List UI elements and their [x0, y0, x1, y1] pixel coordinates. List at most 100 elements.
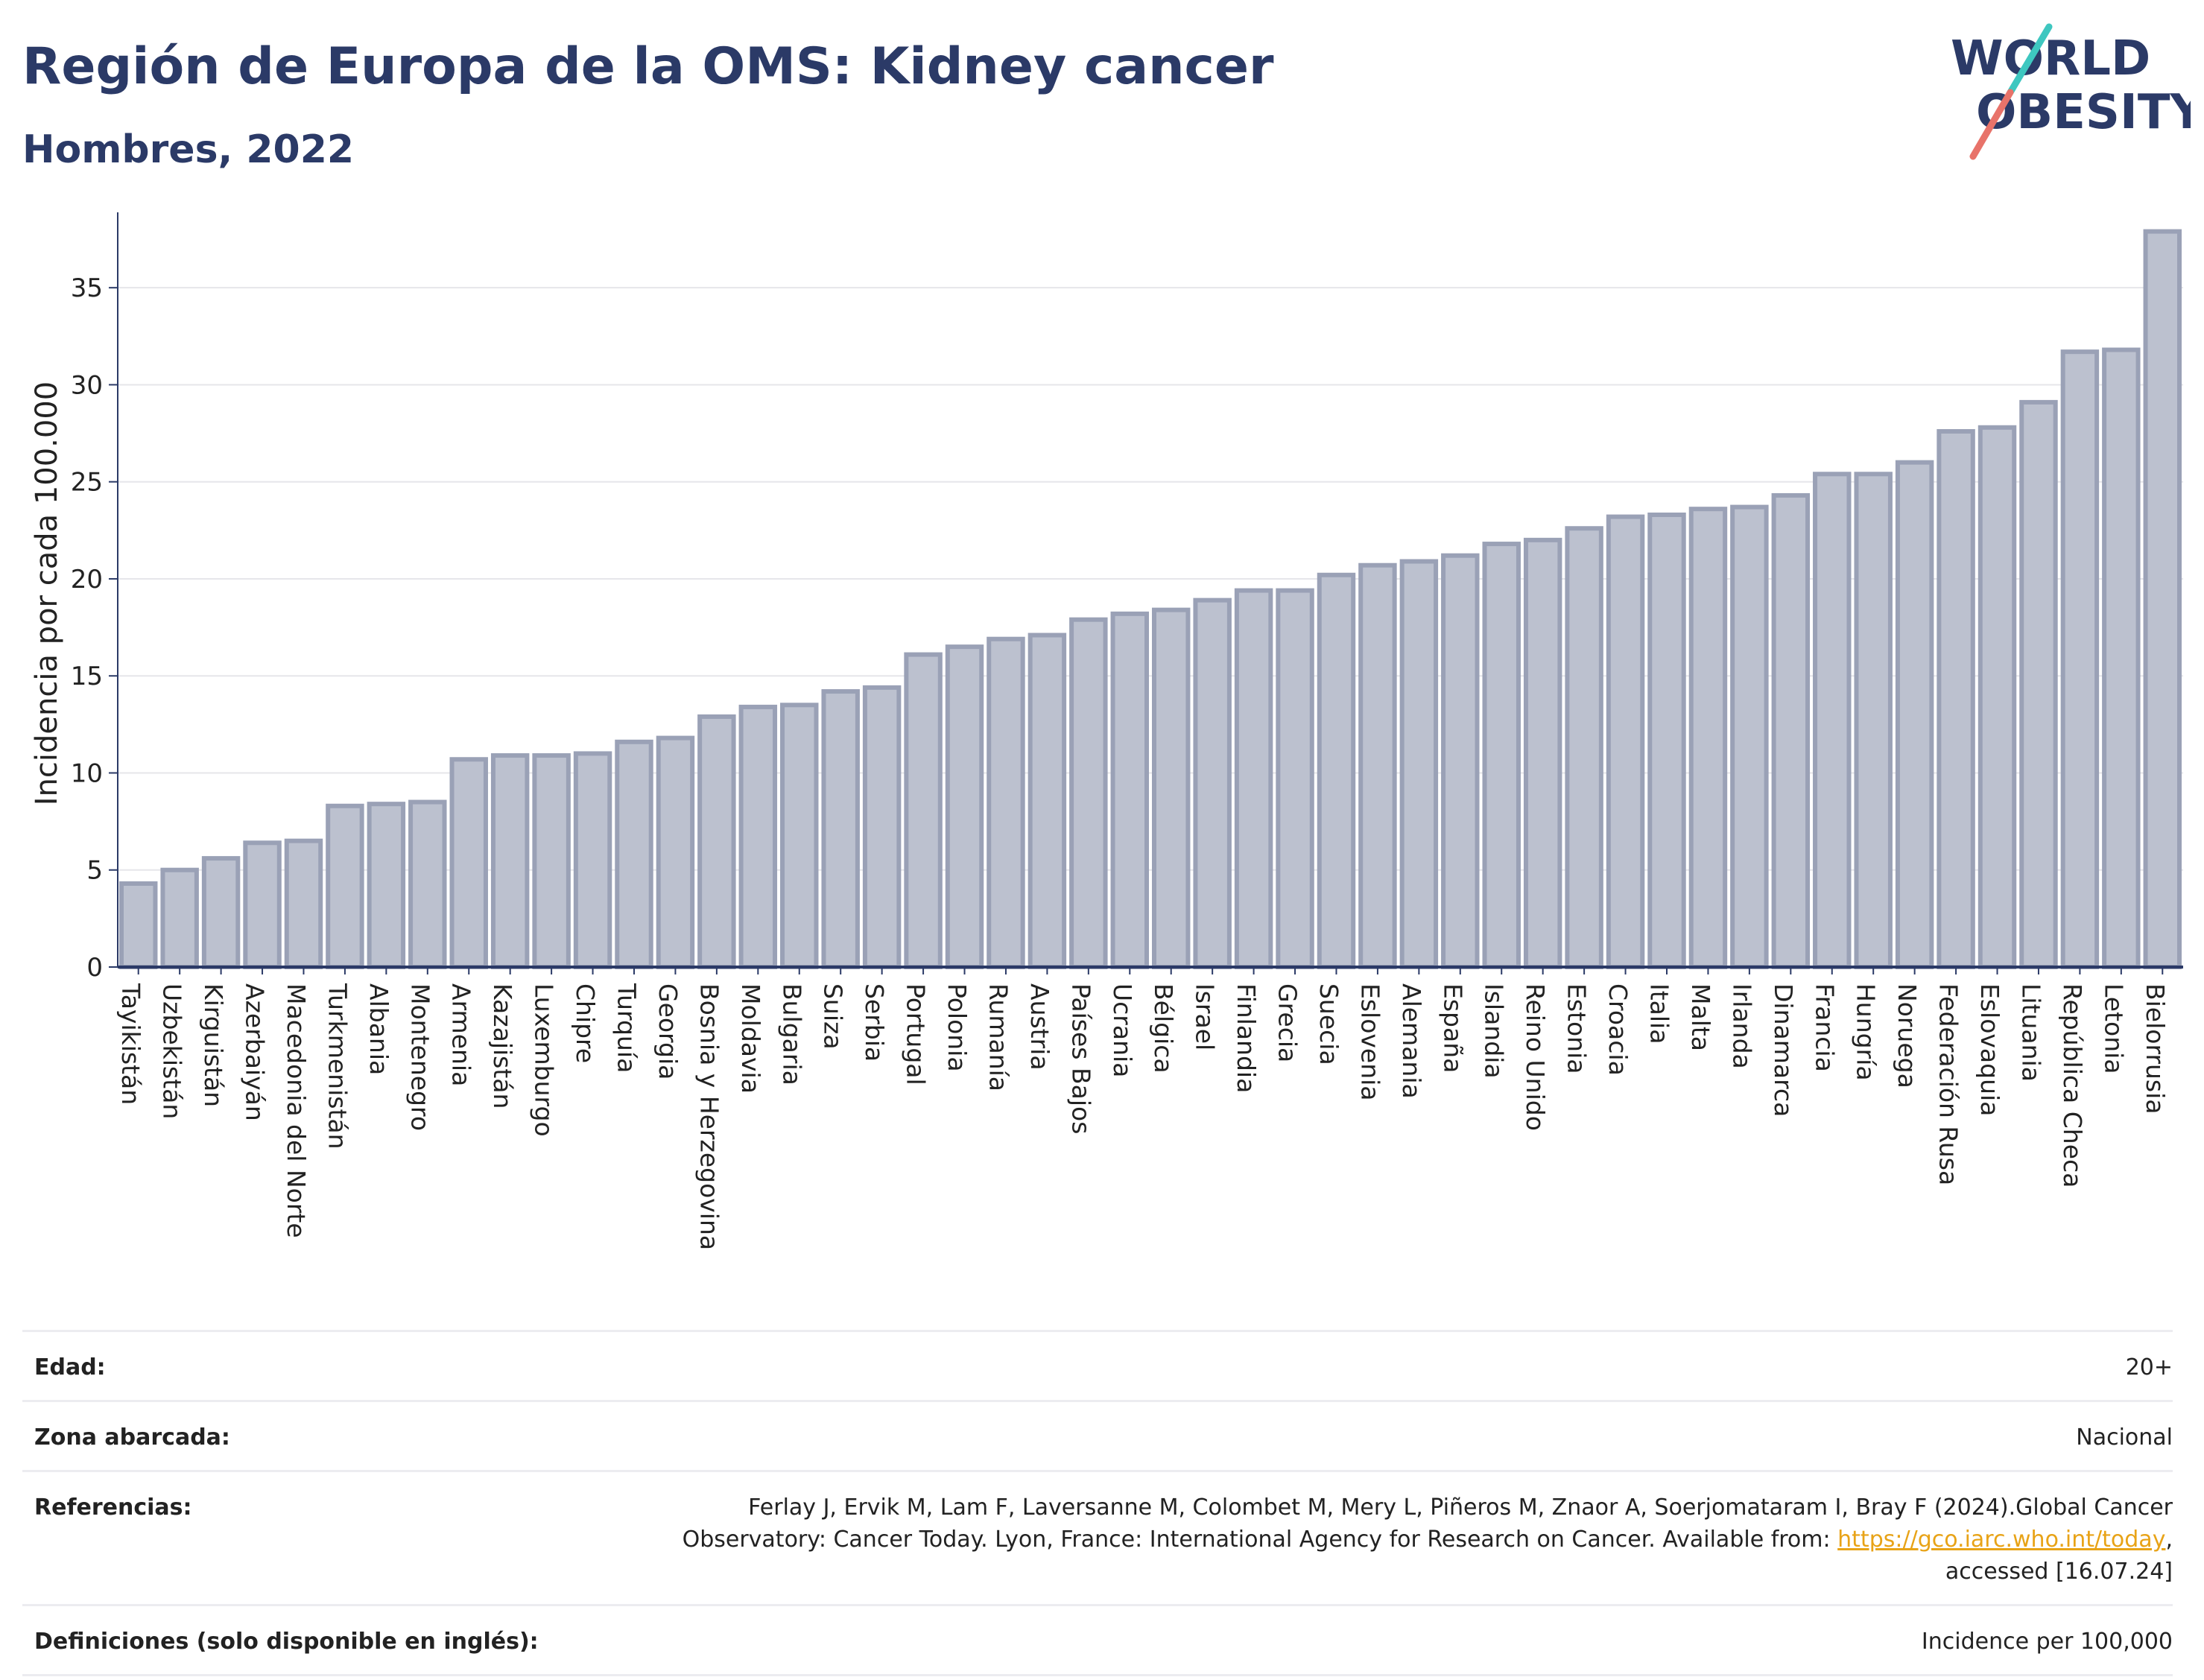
bar [656, 735, 695, 970]
x-tick-label: Francia [1810, 983, 1839, 1072]
x-tick-label: Polonia [943, 983, 972, 1072]
bar [1813, 472, 1852, 969]
x-tick-label: Albania [364, 983, 393, 1075]
bar [326, 803, 364, 970]
bar [243, 840, 282, 969]
bar [1854, 472, 1893, 969]
x-tick-label: Países Bajos [1066, 983, 1095, 1134]
bar [532, 753, 571, 969]
x-tick-label: Israel [1191, 983, 1220, 1050]
y-tick-label: 0 [86, 953, 103, 983]
bar [904, 652, 943, 970]
definitions-label: Definiciones (solo disponible en inglés)… [34, 1629, 539, 1655]
x-tick-label: Kazajistán [488, 983, 517, 1109]
x-tick-label: Moldavia [736, 983, 765, 1094]
bar [1317, 572, 1356, 969]
x-tick-label: Croacia [1603, 983, 1633, 1076]
meta-row-references: Referencias: Ferlay J, Ervik M, Lam F, L… [22, 1470, 2173, 1604]
references-line-3: accessed [16.07.24] [1945, 1559, 2173, 1585]
x-tick-label: República Checa [2058, 983, 2087, 1188]
bar [1606, 514, 1645, 970]
bar [1441, 553, 1480, 969]
x-tick-label: Estonia [1562, 983, 1592, 1074]
y-tick-label: 5 [86, 856, 103, 886]
x-tick-label: Lituania [2016, 983, 2045, 1082]
x-tick-label: Eslovaquia [1975, 983, 2004, 1116]
bar [1027, 633, 1067, 970]
x-tick-label: Turkmenistán [323, 983, 352, 1150]
bar [987, 636, 1025, 970]
bar [945, 644, 984, 970]
x-tick-label: Reino Unido [1521, 983, 1550, 1131]
metadata-table: Edad: 20+ Zona abarcada: Nacional Refere… [22, 1330, 2173, 1676]
x-tick-label: Azerbaiyán [241, 983, 270, 1121]
references-line-2-end: , [2165, 1527, 2173, 1553]
x-tick-label: Islandia [1480, 983, 1509, 1079]
bar [2143, 229, 2182, 970]
bar [1688, 507, 1728, 969]
x-tick-label: Finlandia [1232, 983, 1261, 1093]
bar [1730, 504, 1769, 969]
x-tick-label: Serbia [860, 983, 889, 1062]
references-line-1: Ferlay J, Ervik M, Lam F, Laversanne M, … [748, 1494, 2173, 1521]
x-tick-label: Italia [1645, 983, 1674, 1044]
tick-labels: 0 5 10 15 20 25 30 35 Tayikistán Uzbekistán Kirgui… [71, 273, 2170, 1250]
y-tick-label: 25 [71, 468, 103, 498]
x-tick-label: Noruega [1893, 983, 1922, 1088]
bar [367, 802, 406, 969]
bar [738, 704, 778, 969]
logo-word-world: WORLD [1951, 31, 2150, 86]
x-tick-label: Kirguistán [199, 983, 228, 1107]
x-tick-label: Alemania [1397, 983, 1426, 1099]
bar [408, 799, 447, 970]
bar [1193, 597, 1232, 969]
bar [1523, 537, 1562, 970]
meta-row-coverage: Zona abarcada: Nacional [22, 1400, 2173, 1470]
meta-row-age: Edad: 20+ [22, 1330, 2173, 1400]
x-tick-label: España [1438, 983, 1467, 1073]
references-line-2-text: Observatory: Cancer Today. Lyon, France:… [682, 1527, 1838, 1553]
x-tick-label: Malta [1686, 983, 1715, 1051]
y-tick-label: 20 [71, 565, 103, 595]
x-tick-label: Grecia [1273, 983, 1302, 1062]
x-tick-label: Portugal [902, 983, 931, 1085]
x-tick-label: Federación Rusa [1934, 983, 1963, 1185]
x-tick-label: Montenegro [405, 983, 434, 1131]
bar [449, 757, 488, 969]
bar [490, 753, 530, 969]
coverage-label: Zona abarcada: [34, 1424, 230, 1451]
bar [1937, 428, 1975, 969]
bar [1110, 611, 1150, 969]
bar [284, 838, 323, 970]
age-label: Edad: [34, 1354, 106, 1381]
bar [1069, 617, 1108, 969]
x-tick-label: Macedonia del Norte [282, 983, 311, 1238]
x-tick-label: Dinamarca [1769, 983, 1798, 1117]
bar [160, 867, 199, 969]
x-tick-label: Irlanda [1727, 983, 1756, 1069]
x-tick-label: Letonia [2099, 983, 2128, 1074]
bar [2019, 399, 2058, 969]
x-tick-label: Chipre [571, 983, 600, 1063]
bar [2102, 347, 2141, 970]
y-tick-label: 35 [71, 273, 103, 303]
x-tick-label: Bosnia y Herzegovina [694, 983, 723, 1250]
x-tick-label: Luxemburgo [530, 983, 559, 1137]
bars [118, 229, 2182, 970]
world-obesity-logo: WORLD OBESITY [1951, 23, 2191, 160]
bar-chart: 0 5 10 15 20 25 30 35 Tayikistán Uzbekistán Kirgui… [30, 212, 2183, 1250]
x-tick-label: Eslovenia [1355, 983, 1384, 1101]
y-tick-label: 10 [71, 758, 103, 788]
bar [1771, 492, 1811, 969]
x-tick-label: Austria [1025, 983, 1054, 1071]
bar [201, 856, 241, 969]
x-tick-label: Rumanía [984, 983, 1013, 1091]
bar [2060, 349, 2100, 969]
bar [1399, 559, 1439, 969]
references-label: Referencias: [34, 1494, 192, 1521]
logo-slash-teal [2007, 23, 2053, 96]
y-axis-label: Incidencia por cada 100.000 [30, 381, 64, 806]
references-link[interactable]: https://gco.iarc.who.int/today [1837, 1527, 2166, 1553]
x-tick-label: Hungría [1852, 983, 1881, 1081]
bar [573, 751, 612, 970]
